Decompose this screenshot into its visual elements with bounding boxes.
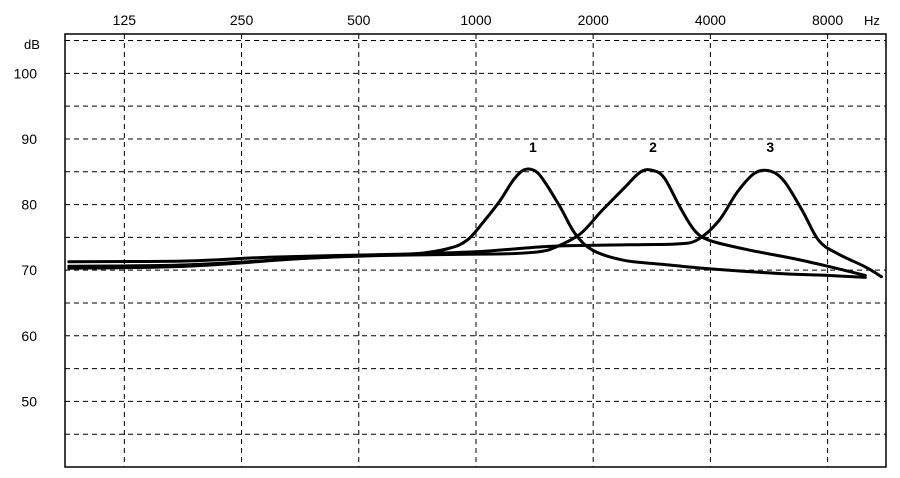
- x-tick-label: 1000: [460, 12, 491, 28]
- x-tick-label: 125: [113, 12, 137, 28]
- y-tick-label: 60: [21, 328, 37, 344]
- curve-3: [67, 168, 883, 279]
- y-tick-label: 80: [21, 197, 37, 213]
- y-axis-tick-labels: 50 60 70 80 90 100: [14, 65, 38, 409]
- x-tick-label: 500: [347, 12, 371, 28]
- curve-label-1: 1: [529, 139, 537, 155]
- x-axis-tick-labels: 125 250 500 1000 2000 4000 8000: [113, 12, 844, 28]
- y-tick-label: 100: [14, 65, 38, 81]
- x-tick-label: 4000: [695, 12, 726, 28]
- x-axis-unit: Hz: [864, 13, 880, 28]
- x-tick-label: 8000: [812, 12, 843, 28]
- x-tick-label: 2000: [578, 12, 609, 28]
- y-axis-unit: dB: [24, 37, 40, 52]
- y-tick-label: 90: [21, 131, 37, 147]
- y-tick-label: 50: [21, 393, 37, 409]
- curve-label-3: 3: [766, 139, 774, 155]
- curve-label-2: 2: [649, 139, 657, 155]
- curves: [67, 167, 883, 279]
- x-tick-label: 250: [230, 12, 254, 28]
- curve-labels: 1 2 3: [529, 139, 774, 155]
- y-tick-label: 70: [21, 262, 37, 278]
